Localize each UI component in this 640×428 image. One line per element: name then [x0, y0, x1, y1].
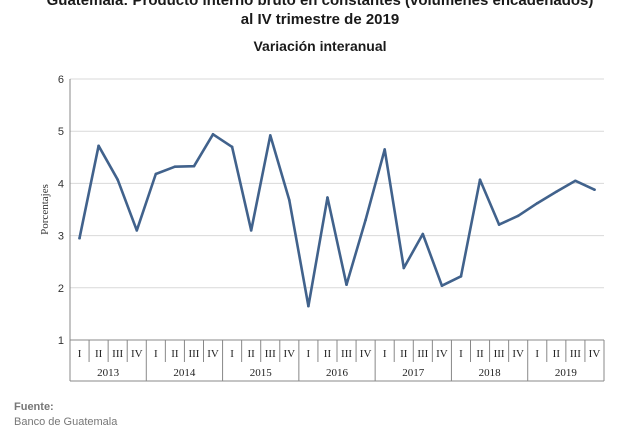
x-tick-label-year: 2016: [326, 367, 349, 379]
source-label: Fuente:: [14, 401, 54, 413]
data-point: [97, 144, 100, 148]
x-tick-label-quarter: III: [188, 348, 199, 360]
x-tick-label-quarter: I: [459, 348, 463, 360]
x-tick-label-quarter: II: [171, 348, 179, 360]
data-point: [135, 229, 139, 232]
x-tick-label-quarter: IV: [512, 348, 524, 360]
chart-title-line-2: al IV trimestre de 2019: [240, 11, 400, 28]
x-tick-label-year: 2017: [402, 367, 425, 379]
x-tick-label-year: 2013: [97, 367, 120, 379]
data-point: [192, 164, 196, 168]
x-tick-label-quarter: II: [476, 348, 484, 360]
data-point: [440, 284, 444, 288]
y-tick-label: 4: [58, 178, 64, 190]
x-tick-label-year: 2015: [250, 367, 273, 379]
data-point: [326, 196, 329, 199]
y-tick-label: 6: [58, 74, 64, 86]
x-tick-label-quarter: III: [265, 348, 276, 360]
data-point: [268, 134, 272, 137]
x-tick-label-quarter: III: [417, 348, 428, 360]
data-point: [288, 198, 291, 202]
data-point: [555, 190, 558, 194]
data-point: [478, 178, 482, 182]
y-tick-label: 3: [58, 231, 64, 243]
x-tick-label-quarter: II: [553, 348, 561, 360]
data-point: [459, 275, 463, 278]
x-tick-label-quarter: III: [112, 348, 123, 360]
x-tick-label-quarter: II: [248, 348, 256, 360]
data-point: [307, 304, 310, 308]
x-tick-label-quarter: I: [307, 348, 311, 360]
data-point: [364, 218, 367, 222]
x-tick-label-quarter: I: [230, 348, 234, 360]
y-tick-label: 1: [58, 335, 64, 347]
x-tick-label-quarter: II: [324, 348, 332, 360]
data-point: [249, 229, 253, 232]
data-point: [535, 201, 539, 205]
y-tick-label: 5: [58, 126, 64, 138]
y-tick-label: 2: [58, 283, 64, 295]
x-tick-label-quarter: II: [400, 348, 408, 360]
y-axis-label: Porcentajes: [39, 184, 51, 235]
data-point: [383, 148, 386, 151]
data-point: [345, 283, 348, 286]
data-point: [116, 178, 119, 182]
data-point: [421, 232, 425, 236]
data-point: [78, 236, 81, 240]
data-point: [230, 145, 234, 149]
x-tick-label-quarter: IV: [207, 348, 219, 360]
x-tick-label-quarter: II: [95, 348, 103, 360]
x-tick-label-year: 2014: [173, 367, 196, 379]
chart-subtitle: Variación interanual: [253, 38, 387, 54]
x-tick-label-quarter: IV: [360, 348, 372, 360]
x-tick-label-quarter: I: [154, 348, 158, 360]
data-point: [497, 223, 501, 226]
x-tick-label-quarter: III: [494, 348, 505, 360]
chart-title-line-1: Guatemala: Producto interno bruto en con…: [46, 0, 594, 9]
x-tick-label-quarter: IV: [131, 348, 143, 360]
data-point: [211, 133, 215, 136]
x-tick-label-quarter: I: [383, 348, 387, 360]
series-line: [78, 133, 596, 308]
data-point: [402, 266, 406, 270]
x-tick-label-year: 2018: [479, 367, 502, 379]
data-point: [516, 214, 520, 218]
x-tick-label-quarter: I: [78, 348, 82, 360]
x-tick-label-quarter: IV: [284, 348, 296, 360]
x-tick-label-quarter: I: [535, 348, 539, 360]
data-point: [173, 165, 177, 168]
data-point: [574, 179, 577, 183]
x-tick-label-year: 2019: [555, 367, 578, 379]
data-point: [593, 188, 596, 191]
x-tick-label-quarter: III: [570, 348, 581, 360]
x-tick-label-quarter: IV: [589, 348, 601, 360]
data-point: [154, 172, 158, 176]
x-tick-label-quarter: III: [341, 348, 352, 360]
x-tick-label-quarter: IV: [436, 348, 448, 360]
source-text: Banco de Guatemala: [14, 416, 118, 428]
